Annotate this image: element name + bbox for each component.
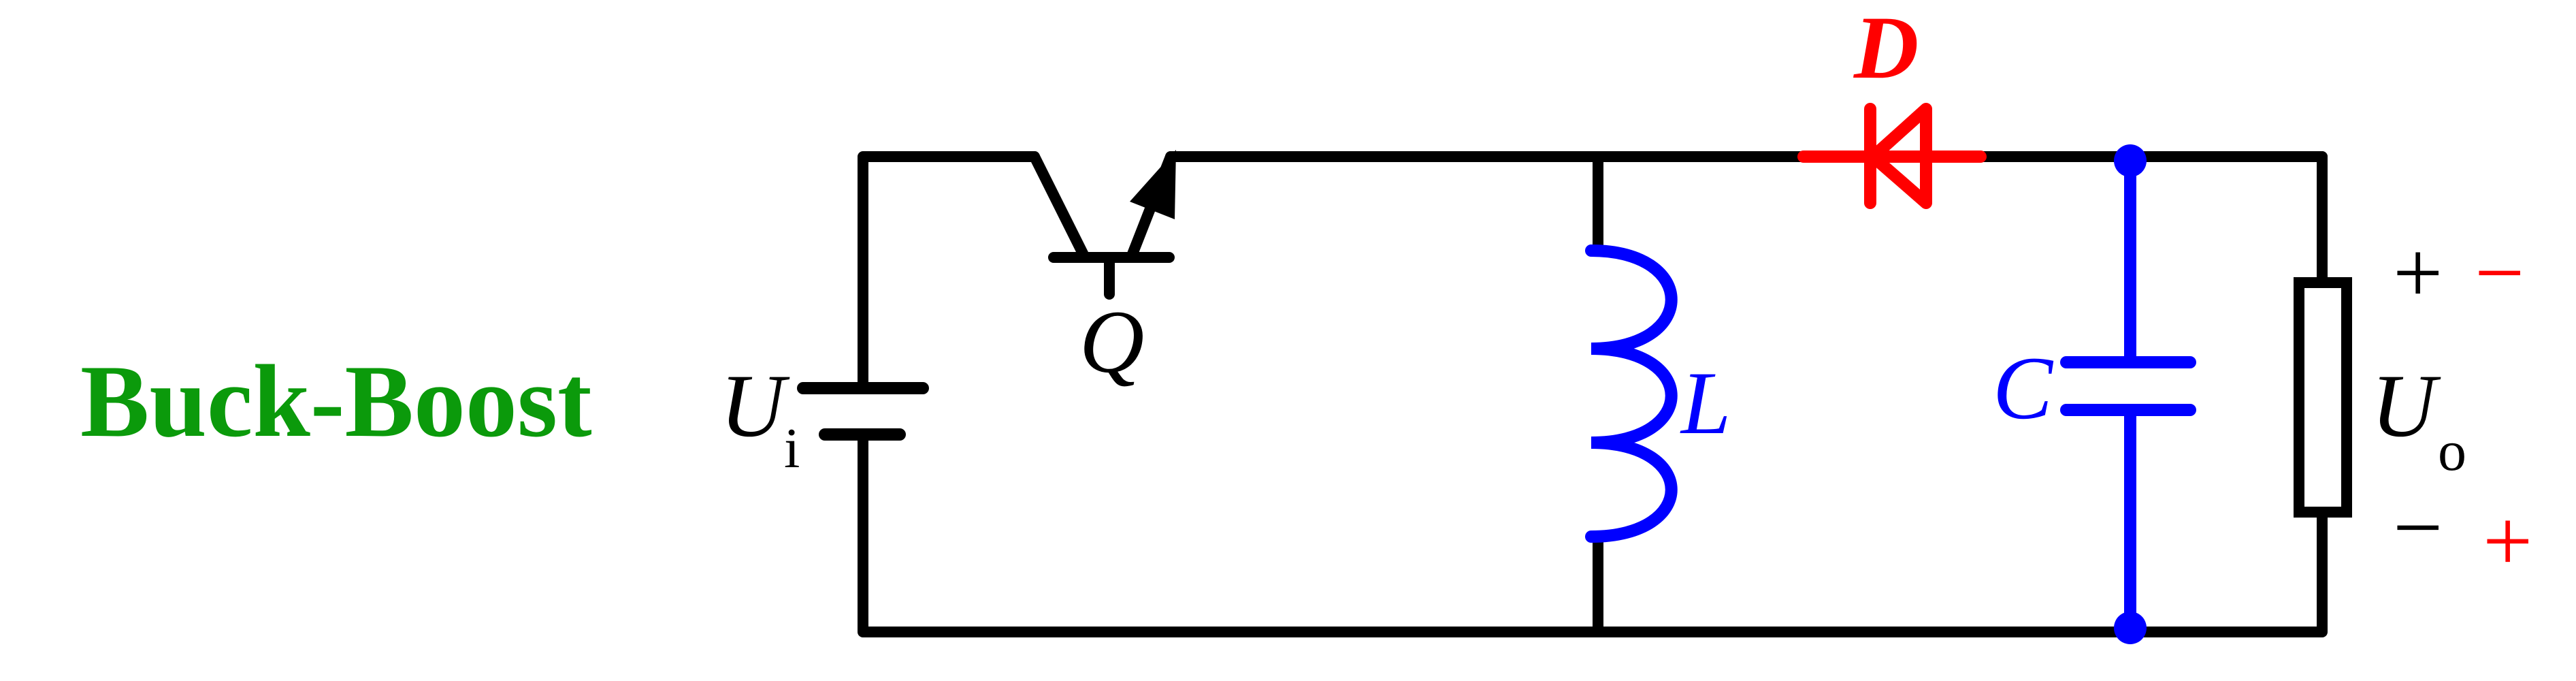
source-label: U [720, 355, 790, 456]
polarity-top-minus-red: − [2475, 224, 2524, 322]
polarity-top-plus: + [2393, 224, 2443, 322]
polarity-bottom-minus: − [2393, 479, 2443, 577]
capacitor-symbol [2060, 155, 2196, 634]
transistor-collector [1029, 151, 1090, 263]
inductor-coil [1585, 244, 1678, 543]
capacitor-junction-top [2114, 144, 2147, 177]
wiring [858, 151, 2328, 637]
load-label: U [2371, 355, 2441, 456]
capacitor-junction-bottom [2114, 612, 2147, 644]
battery-symbol [797, 382, 929, 441]
inductor-label: L [1680, 353, 1731, 453]
load-resistor [2294, 277, 2352, 518]
diode-label: D [1853, 0, 1919, 97]
switch-label: Q [1079, 291, 1144, 392]
wire-left-bottom [858, 429, 2326, 637]
wire-left-top [858, 151, 1040, 394]
capacitor-label: C [1993, 338, 2054, 438]
source-label-subscript: i [784, 417, 800, 480]
transistor-symbol [1029, 151, 1176, 300]
transistor-emitter-arrow [1130, 150, 1176, 219]
load-label-subscript: o [2438, 419, 2466, 483]
circuit-title: Buck-Boost [80, 344, 592, 458]
polarity-bottom-plus-red: + [2483, 492, 2532, 590]
diode-triangle [1867, 103, 1932, 209]
diode-symbol [1797, 103, 1987, 209]
